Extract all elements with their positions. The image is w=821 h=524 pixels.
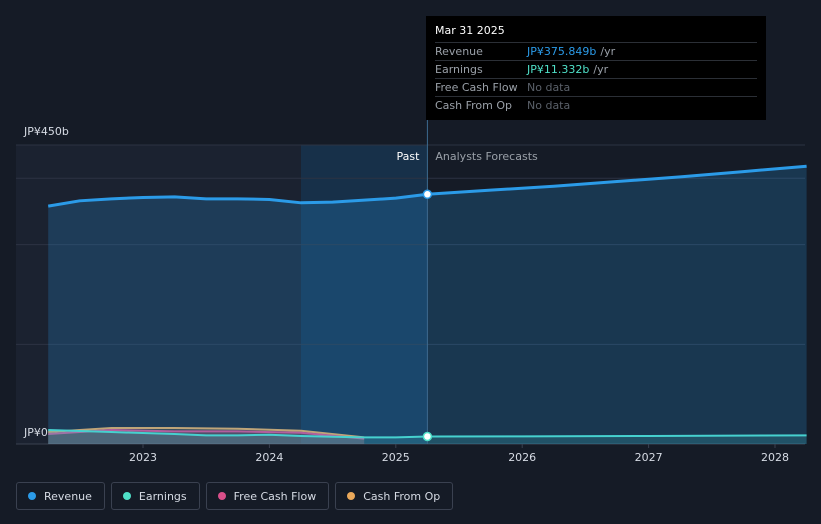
legend-item-revenue[interactable]: Revenue [16, 482, 105, 510]
x-tick-label: 2027 [635, 451, 663, 464]
tooltip-row-free-cash-flow: Free Cash Flow No data [435, 78, 757, 96]
tooltip-value: JP¥11.332b [527, 63, 590, 76]
legend-label: Earnings [138, 489, 187, 503]
x-tick-label: 2028 [761, 451, 789, 464]
legend-item-free-cash-flow[interactable]: Free Cash Flow [205, 482, 330, 510]
tooltip-value: No data [527, 81, 571, 94]
series-marker [422, 189, 433, 200]
legend-item-earnings[interactable]: Earnings [110, 482, 200, 510]
series-marker [422, 431, 433, 442]
series-line [48, 429, 807, 439]
tooltip-value: No data [527, 99, 571, 112]
tooltip-unit: /yr [600, 45, 616, 58]
legend-label: Free Cash Flow [233, 489, 317, 503]
x-tick-label: 2026 [508, 451, 536, 464]
chart-legend: Revenue Earnings Free Cash Flow Cash Fro… [16, 482, 454, 510]
legend-label: Cash From Op [363, 489, 441, 503]
tooltip-label: Revenue [435, 45, 483, 58]
x-tick-label: 2024 [255, 451, 283, 464]
revenue-earnings-chart: JP¥450b JP¥0 Past Analysts Forecasts 2023 202… [16, 120, 807, 464]
free-cash-flow-dot-icon [217, 492, 226, 500]
x-tick-label: 2025 [382, 451, 410, 464]
tooltip-date: Mar 31 2025 [435, 24, 505, 37]
series-line [47, 164, 807, 208]
tooltip-value: JP¥375.849b [527, 45, 597, 58]
highlight-region [301, 145, 428, 444]
forecast-label: Analysts Forecasts [435, 150, 538, 163]
legend-label: Revenue [44, 489, 92, 503]
revenue-dot-icon [28, 492, 36, 500]
legend-item-cash-from-op[interactable]: Cash From Op [335, 482, 454, 510]
y-axis-top-label: JP¥450b [23, 125, 69, 138]
earnings-dot-icon [122, 492, 131, 500]
tooltip-unit: /yr [593, 63, 609, 76]
hover-tooltip: Mar 31 2025 Revenue JP¥375.849b /yr Earn… [426, 16, 766, 120]
cash-from-op-dot-icon [347, 492, 356, 500]
tooltip-row-cash-from-op: Cash From Op No data [435, 96, 757, 114]
x-tick-label: 2023 [129, 451, 157, 464]
tooltip-label: Earnings [435, 63, 483, 76]
past-label: Past [396, 150, 420, 163]
tooltip-label: Cash From Op [435, 99, 513, 112]
y-axis-zero-label: JP¥0 [23, 426, 48, 439]
tooltip-label: Free Cash Flow [435, 81, 518, 94]
series-line [48, 427, 365, 439]
tooltip-row-earnings: Earnings JP¥11.332b /yr [435, 60, 757, 78]
tooltip-row-revenue: Revenue JP¥375.849b /yr [435, 42, 757, 60]
